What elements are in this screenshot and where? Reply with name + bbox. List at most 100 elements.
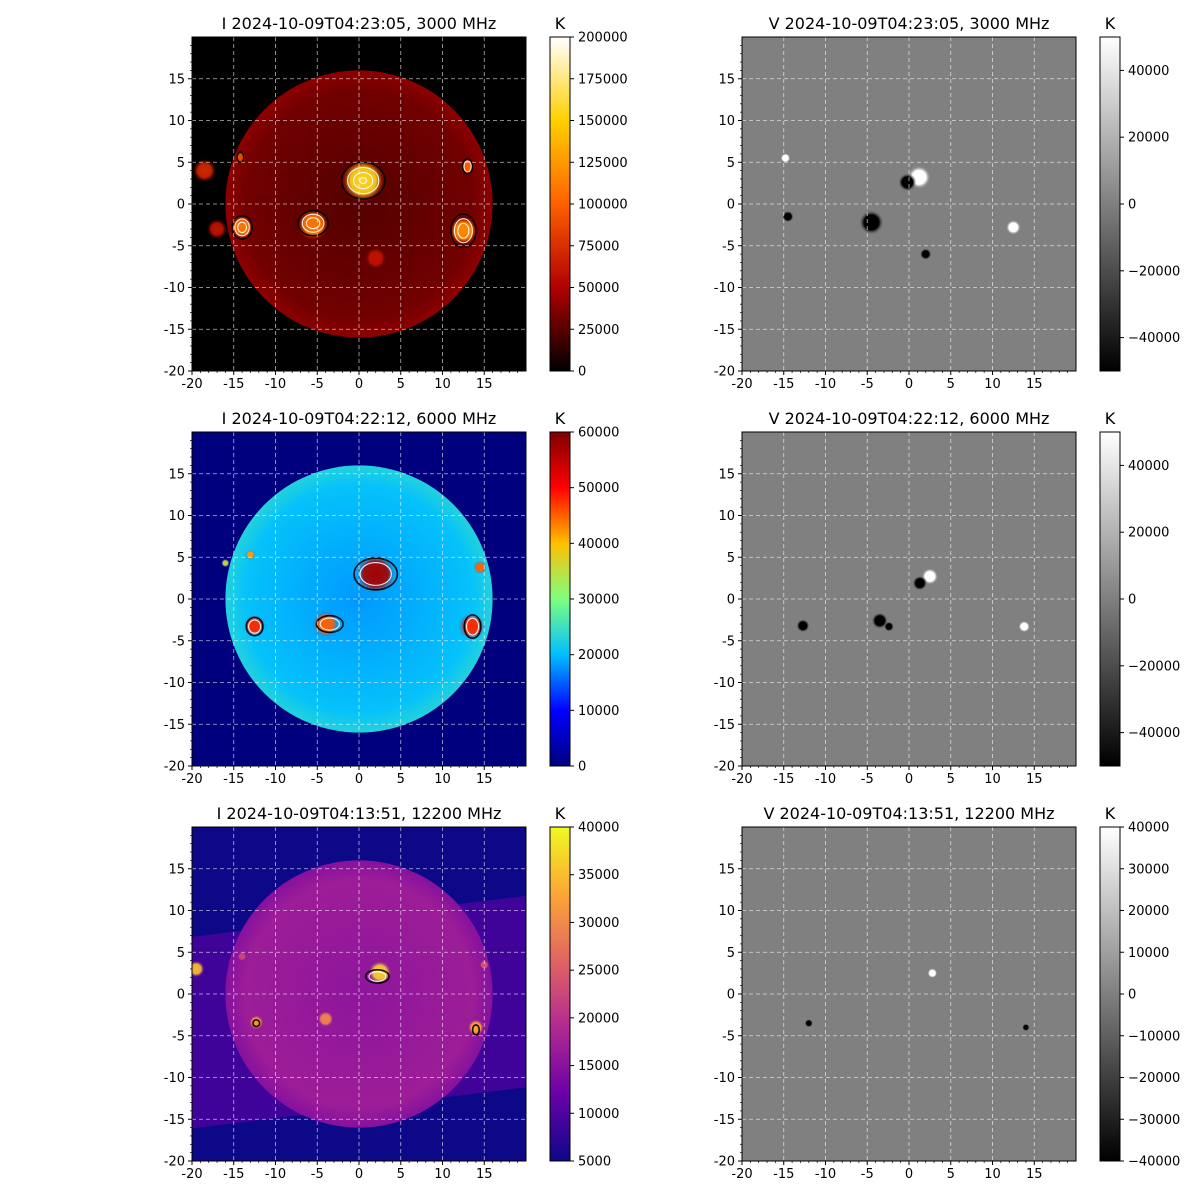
source-5 — [473, 560, 487, 574]
colorbar-tick-label: 15000 — [578, 1059, 619, 1074]
source-1 — [354, 553, 397, 595]
colorbar-tick-label: 0 — [1128, 593, 1136, 608]
y-tick-label: 5 — [177, 551, 185, 566]
contour-4 — [463, 614, 482, 640]
source-7 — [919, 248, 932, 260]
x-tick-label: 10 — [984, 1167, 1001, 1182]
panel-1: I 2024-10-09T04:23:05, 3000 MHz -20 -15 -10… — [164, 14, 628, 392]
x-tick-label: 10 — [434, 772, 451, 787]
colorbar-label: K — [555, 804, 566, 823]
y-tick-label: 15 — [718, 72, 735, 87]
colorbar-tick-label: 30000 — [578, 916, 619, 931]
colorbar-label: K — [555, 409, 566, 428]
contour-1 — [364, 968, 390, 984]
plot-area — [192, 37, 526, 371]
x-tick-label: 5 — [397, 1167, 405, 1182]
source-7 — [221, 558, 230, 568]
contour-4 — [457, 222, 470, 239]
colorbar-tick-label: −20000 — [1128, 264, 1180, 279]
x-tick-label: 5 — [947, 377, 955, 392]
x-tick-label: 0 — [905, 772, 913, 787]
contour-2 — [319, 617, 340, 631]
panel-2: V 2024-10-09T04:23:05, 3000 MHz -20 -15 -10… — [714, 14, 1180, 392]
x-tick-label: 0 — [905, 1167, 913, 1182]
y-tick-label: 15 — [718, 467, 735, 482]
y-tick-label: -5 — [722, 239, 735, 254]
colorbar-tick-label: −30000 — [1128, 1113, 1180, 1128]
y-tick-label: -5 — [172, 634, 185, 649]
y-tick-label: 0 — [727, 198, 735, 213]
x-tick-label: 15 — [476, 377, 493, 392]
contour-1 — [368, 971, 387, 982]
y-tick-label: 5 — [727, 551, 735, 566]
colorbar-tick-label: 40000 — [1128, 459, 1169, 474]
colorbar-tick-label: 75000 — [578, 239, 619, 254]
x-tick-label: -10 — [265, 772, 286, 787]
y-tick-label: -15 — [714, 718, 735, 733]
colorbar-tick-label: 50000 — [578, 481, 619, 496]
x-tick-label: 0 — [905, 377, 913, 392]
y-tick-label: 10 — [718, 509, 735, 524]
colorbar-tick-label: −40000 — [1128, 726, 1180, 741]
colorbar-tick-label: 200000 — [578, 31, 628, 46]
y-tick-label: -15 — [714, 1113, 735, 1128]
panel-title: I 2024-10-09T04:13:51, 12200 MHz — [217, 804, 502, 823]
x-tick-label: -10 — [815, 1167, 836, 1182]
y-tick-label: -10 — [714, 281, 735, 296]
x-tick-label: -20 — [731, 377, 752, 392]
contour-3 — [245, 616, 264, 637]
colorbar-tick-label: 40000 — [578, 537, 619, 552]
colorbar — [1099, 36, 1121, 372]
colorbar-tick-label: 40000 — [578, 821, 619, 836]
x-tick-label: -5 — [311, 377, 324, 392]
colorbar — [549, 826, 571, 1162]
source-2 — [317, 1010, 334, 1028]
source-5 — [782, 210, 794, 223]
source-5 — [192, 960, 205, 978]
y-tick-label: -10 — [164, 281, 185, 296]
contour-3 — [231, 214, 253, 240]
panel-4: V 2024-10-09T04:22:12, 6000 MHz -20 -15 -10… — [714, 409, 1180, 787]
source-4 — [883, 621, 894, 632]
y-tick-label: 5 — [177, 156, 185, 171]
x-tick-label: -20 — [731, 1167, 752, 1182]
panel-5: I 2024-10-09T04:13:51, 12200 MHz -20 -15 -1… — [164, 804, 620, 1182]
source-2 — [804, 1019, 813, 1028]
source-3 — [1022, 1023, 1030, 1032]
colorbar-tick-label: 20000 — [1128, 131, 1169, 146]
y-tick-label: 15 — [168, 467, 185, 482]
x-tick-label: -20 — [181, 772, 202, 787]
colorbar-tick-label: 20000 — [578, 648, 619, 663]
x-tick-label: -5 — [311, 1167, 324, 1182]
y-tick-label: -20 — [714, 760, 735, 775]
contour-2 — [305, 217, 321, 230]
colorbar-tick-label: 25000 — [578, 964, 619, 979]
colorbar — [549, 36, 571, 372]
y-tick-label: -5 — [722, 634, 735, 649]
contour-2 — [297, 209, 329, 237]
y-tick-label: 10 — [718, 114, 735, 129]
colorbar-tick-label: 20000 — [1128, 904, 1169, 919]
y-tick-label: -10 — [714, 676, 735, 691]
colorbar-tick-label: 40000 — [1128, 64, 1169, 79]
x-tick-label: -15 — [773, 377, 794, 392]
x-tick-label: 10 — [434, 1167, 451, 1182]
y-tick-label: -15 — [164, 1113, 185, 1128]
contour-5 — [461, 158, 474, 175]
panel-title: I 2024-10-09T04:22:12, 6000 MHz — [222, 409, 497, 428]
colorbar-tick-label: −20000 — [1128, 659, 1180, 674]
solar-disk — [225, 465, 493, 733]
source-5 — [796, 619, 810, 633]
x-tick-label: 10 — [434, 377, 451, 392]
colorbar-tick-label: 0 — [578, 760, 586, 775]
y-tick-label: -15 — [714, 323, 735, 338]
contour-2 — [301, 213, 325, 233]
colorbar-tick-label: 60000 — [578, 426, 619, 441]
x-tick-label: 10 — [984, 377, 1001, 392]
y-tick-label: 0 — [177, 593, 185, 608]
contour-5 — [463, 160, 472, 173]
x-tick-label: -5 — [861, 377, 874, 392]
colorbar-tick-label: 0 — [578, 365, 586, 380]
source-3 — [871, 612, 889, 630]
